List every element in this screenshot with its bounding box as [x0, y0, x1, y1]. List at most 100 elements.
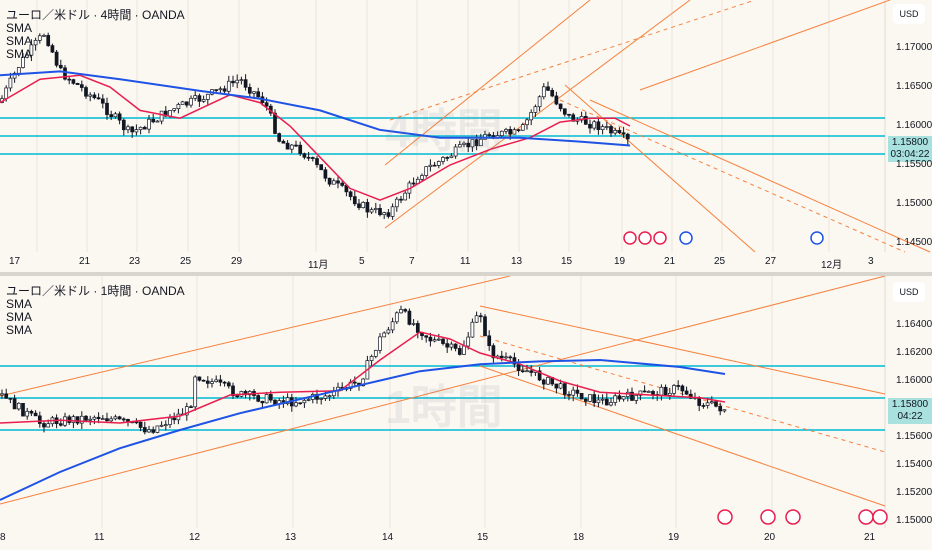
candle — [533, 106, 538, 113]
candle — [205, 380, 210, 384]
economic-event-icon — [638, 231, 652, 245]
candle — [596, 121, 601, 130]
candle — [25, 410, 30, 417]
candle — [453, 343, 458, 349]
indicator-sma[interactable]: SMA — [6, 310, 33, 324]
time-tick: 5 — [359, 256, 365, 267]
candle — [529, 370, 534, 373]
bottom-chart-pane[interactable]: 1時間 ユーロ／米ドル · 1時間 · OANDA SMA SMA SMA US… — [0, 276, 932, 550]
economic-event-icon — [653, 231, 667, 245]
candle — [613, 395, 618, 403]
candle — [470, 321, 475, 338]
candle — [474, 139, 479, 147]
candle — [126, 126, 130, 131]
indicator-sma[interactable]: SMA — [6, 297, 33, 311]
time-tick: 17 — [9, 256, 21, 267]
candle — [151, 429, 156, 433]
candle — [441, 338, 445, 344]
currency-button[interactable]: USD — [893, 282, 925, 302]
candle — [571, 389, 576, 396]
candle — [617, 130, 622, 134]
economic-event-icon — [872, 509, 888, 525]
bottom-chart-canvas[interactable] — [0, 276, 932, 550]
candle — [33, 412, 38, 417]
symbol-title[interactable]: ユーロ／米ドル · 1時間 · OANDA — [6, 284, 185, 298]
top-chart-canvas[interactable] — [0, 0, 932, 272]
candle — [172, 417, 177, 421]
candle — [436, 338, 441, 341]
trend-channel-line — [589, 99, 931, 253]
sma-fast-line — [0, 331, 726, 424]
candle — [621, 132, 626, 135]
candle — [155, 425, 160, 433]
time-tick: 20 — [764, 532, 776, 543]
time-tick: 11 — [460, 256, 471, 267]
candle — [277, 133, 282, 142]
candle — [29, 44, 34, 56]
candle — [386, 329, 391, 334]
candle — [541, 379, 546, 385]
indicator-sma[interactable]: SMA — [6, 21, 33, 35]
candle — [567, 113, 571, 116]
candle — [67, 78, 72, 81]
candle — [113, 416, 118, 420]
trend-channel-line — [389, 0, 756, 121]
candle — [466, 336, 471, 347]
candle — [487, 134, 492, 136]
time-tick: 13 — [285, 532, 297, 543]
symbol-title[interactable]: ユーロ／米ドル · 4時間 · OANDA — [6, 8, 185, 22]
candle — [583, 398, 588, 402]
candle — [592, 394, 597, 404]
time-tick: 12月 — [821, 260, 843, 271]
time-tick: 23 — [129, 256, 141, 267]
trend-channel-line — [384, 0, 591, 166]
candle — [256, 91, 261, 98]
candle — [541, 86, 546, 98]
candle — [84, 87, 88, 97]
candle — [159, 110, 164, 122]
candle — [369, 209, 374, 213]
candle — [483, 316, 487, 337]
candle — [109, 114, 114, 118]
candle — [37, 35, 42, 41]
candle — [722, 409, 727, 412]
candle — [155, 120, 160, 123]
candle — [424, 166, 429, 176]
candle — [558, 383, 563, 389]
candle — [399, 198, 403, 201]
time-tick: 11 — [94, 532, 105, 543]
candle — [58, 64, 63, 69]
candle — [100, 98, 105, 104]
pane-separator[interactable] — [0, 272, 932, 276]
candle — [642, 390, 647, 393]
candle — [109, 418, 114, 422]
candle — [214, 89, 219, 91]
candle — [403, 192, 408, 201]
candle — [327, 395, 332, 398]
candle — [428, 336, 433, 342]
candle — [0, 393, 4, 396]
candle — [218, 88, 223, 91]
candle — [105, 418, 109, 422]
candle — [331, 180, 336, 185]
indicator-sma[interactable]: SMA — [6, 47, 33, 61]
top-chart-pane[interactable]: 4時間 ユーロ／米ドル · 4時間 · OANDA SMA SMA SMA US… — [0, 0, 932, 272]
candle — [579, 116, 584, 121]
candle — [302, 399, 307, 404]
candle — [117, 416, 122, 420]
candle — [63, 67, 67, 80]
currency-button[interactable]: USD — [893, 4, 925, 24]
indicator-sma[interactable]: SMA — [6, 323, 33, 337]
candle — [361, 378, 366, 387]
trend-channel-line — [479, 365, 886, 507]
candle — [134, 129, 139, 133]
candle — [453, 146, 458, 157]
candle — [21, 402, 25, 417]
price-tick: 1.14500 — [896, 237, 932, 248]
candle — [386, 212, 391, 217]
price-tick: 1.15500 — [896, 159, 932, 170]
indicator-sma[interactable]: SMA — [6, 34, 33, 48]
price-tick: 1.15000 — [896, 515, 932, 526]
trend-channel-line — [564, 84, 756, 253]
candle — [436, 161, 441, 166]
